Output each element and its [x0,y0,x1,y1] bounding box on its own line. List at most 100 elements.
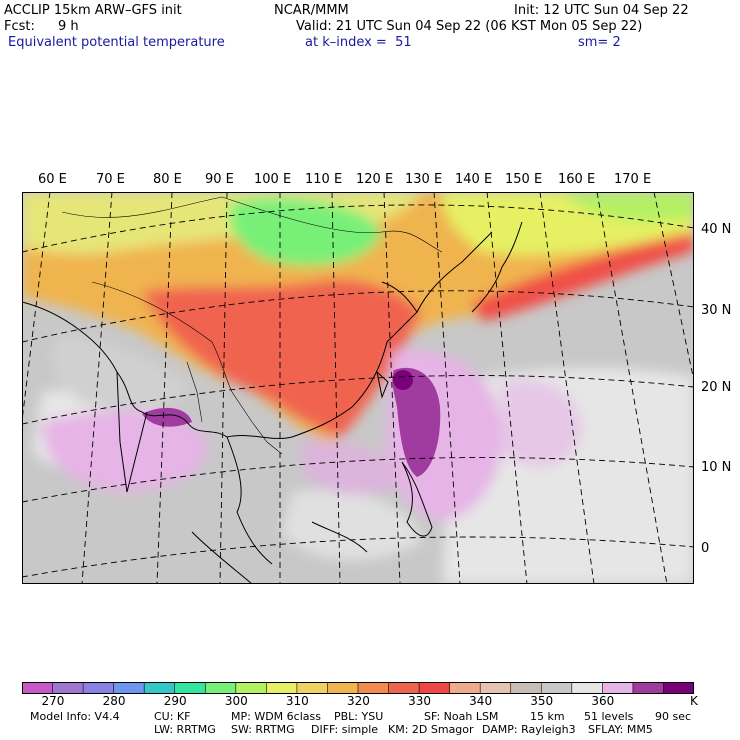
footer-mp: MP: WDM 6class [231,710,321,723]
coastline [401,461,433,537]
colorbar [22,682,694,694]
footer-km: KM: 2D Smagor [388,723,474,736]
latitude-line [22,204,694,253]
colorbar-tick-label: 340 [469,694,493,708]
footer-sw: SW: RRTMG [231,723,295,736]
field-region-purple [142,407,192,427]
colorbar-swatch [22,682,54,694]
colorbar-unit: K [690,694,698,708]
footer-cu: CU: KF [154,710,191,723]
colorbar-tick-label: 350 [530,694,554,708]
colorbar-tick-label: 360 [591,694,615,708]
lon-label: 130 E [405,172,443,187]
lat-label: 10 N [701,460,732,475]
colorbar-tick-label: 300 [224,694,248,708]
lon-label: 160 E [558,172,596,187]
colorbar-tick-label: 310 [285,694,309,708]
field-region-lilac [502,379,582,468]
footer-sflay: SFLAY: MM5 [588,723,653,736]
lon-label: 100 E [254,172,292,187]
longitude-line [22,192,51,425]
colorbar-swatch [663,682,694,694]
country-border [231,391,283,455]
coastline [191,531,253,584]
footer-diff: DIFF: simple [311,723,379,736]
latitude-line [22,375,694,425]
latitude-line [22,290,694,343]
colorbar-swatch [296,682,328,694]
coastline [311,521,368,553]
colorbar-swatch [358,682,390,694]
colorbar-swatch [52,682,84,694]
lon-label: 170 E [614,172,652,187]
footer-timestep: 90 sec [655,710,692,723]
colorbar-swatch [541,682,573,694]
theta-e-map [22,192,694,584]
lon-label: 60 E [38,172,67,187]
footer-model-info: Model Info: V4.4 [30,710,120,723]
field-region-purple [392,367,441,477]
longitude-line [486,192,528,584]
colorbar-swatch [205,682,237,694]
level-index: at k–index = 51 [305,35,412,50]
footer-damp: DAMP: Rayleigh3 [482,723,576,736]
colorbar-swatch [83,682,115,694]
longitude-line [81,192,113,584]
colorbar-swatch [388,682,420,694]
colorbar-swatch [327,682,359,694]
coastline [416,231,493,313]
lon-label: 110 E [305,172,343,187]
colorbar-swatch [174,682,206,694]
coastline [226,281,418,439]
colorbar-swatch [235,682,267,694]
coastline [116,371,148,493]
colorbar-swatch [113,682,145,694]
colorbar-swatch [571,682,603,694]
lat-label: 0 [701,541,710,556]
model-title: ACCLIP 15km ARW–GFS init [4,3,182,18]
lon-label: 70 E [96,172,125,187]
org-label: NCAR/MMM [274,3,349,18]
colorbar-tick-label: 290 [163,694,187,708]
footer-sf: SF: Noah LSM [424,710,499,723]
longitude-line [219,192,228,584]
country-border [91,281,233,393]
field-region-lilac [302,441,402,495]
longitude-line [539,192,595,584]
lon-label: 150 E [505,172,543,187]
coastline [22,301,273,565]
lat-label: 20 N [701,380,732,395]
colorbar-swatch [602,682,634,694]
country-border [61,196,443,253]
latitude-line [22,536,694,578]
colorbar-swatch [632,682,664,694]
colorbar-tick-label: 280 [102,694,126,708]
lon-label: 120 E [356,172,394,187]
colorbar-tick-label: 270 [41,694,65,708]
longitude-line [156,192,173,584]
longitude-line [596,192,668,584]
valid-time: Valid: 21 UTC Sun 04 Sep 22 (06 KST Mon … [296,19,643,34]
colorbar-tick-label: 320 [347,694,370,708]
lat-label: 40 N [701,222,732,237]
field-region-light-gray [282,489,422,561]
field-region-red [472,232,694,322]
field-region-red [142,279,422,437]
coastline [376,370,389,399]
field-region-dark-purple [393,370,413,390]
colorbar-swatch [419,682,451,694]
forecast-hour: 9 h [58,19,79,34]
lat-label: 30 N [701,303,732,318]
footer-lw: LW: RRTMG [154,723,216,736]
smoothing-value: sm= 2 [578,35,621,50]
colorbar-swatch [449,682,481,694]
colorbar-swatch [480,682,512,694]
colorbar-swatch [266,682,298,694]
field-region-lilac [42,410,208,492]
colorbar-tick-label: 330 [408,694,431,708]
longitude-line [383,192,401,584]
field-region-green [562,192,694,222]
colorbar-swatch [144,682,176,694]
footer-pbl: PBL: YSU [334,710,384,723]
country-border [186,361,203,423]
